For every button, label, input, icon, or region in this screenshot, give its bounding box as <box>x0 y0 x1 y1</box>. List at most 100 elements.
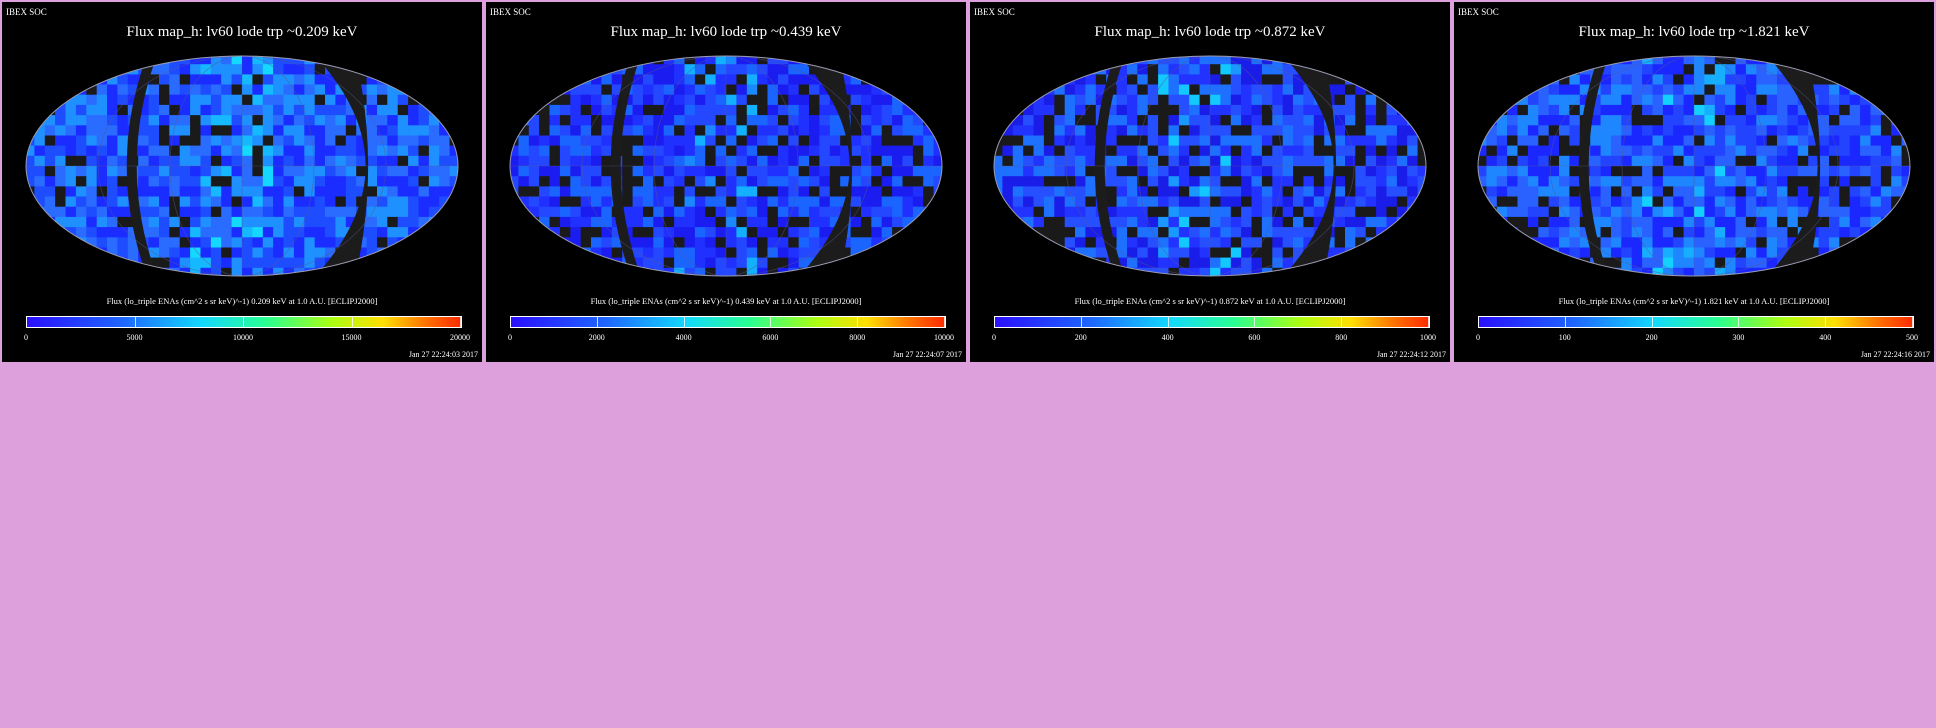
map-pixel <box>632 145 644 157</box>
map-pixel <box>601 227 613 238</box>
map-pixel <box>1033 186 1045 197</box>
map-pixel <box>1334 216 1346 228</box>
map-pixel <box>428 257 440 269</box>
map-pixel <box>871 125 882 136</box>
map-pixel <box>819 94 831 106</box>
map-pixel <box>1251 94 1263 106</box>
map-pixel <box>684 227 696 238</box>
map-pixel <box>528 196 540 207</box>
map-pixel <box>912 104 924 116</box>
map-pixel <box>1417 94 1426 106</box>
map-pixel <box>439 176 450 187</box>
map-pixel <box>1407 125 1418 136</box>
map-pixel <box>1199 216 1211 228</box>
map-pixel <box>26 186 35 197</box>
map-pixel <box>1756 206 1767 218</box>
map-pixel <box>55 125 66 136</box>
map-pixel <box>169 216 180 228</box>
map-pixel <box>96 135 108 146</box>
map-pixel <box>705 257 716 269</box>
map-pixel <box>1137 135 1148 146</box>
map-pixel <box>428 237 440 248</box>
map-pixel <box>148 216 160 228</box>
map-pixel <box>798 94 810 106</box>
map-pixel <box>1241 247 1252 258</box>
map-pixel <box>366 196 378 207</box>
map-pixel <box>397 104 409 116</box>
map-pixel <box>1137 74 1148 85</box>
map-pixel <box>1334 186 1346 197</box>
map-pixel <box>190 135 201 146</box>
map-pixel <box>1137 186 1148 197</box>
map-pixel <box>549 176 561 187</box>
map-pixel <box>1147 206 1159 218</box>
map-pixel <box>1870 56 1882 65</box>
map-pixel <box>861 115 872 126</box>
map-pixel <box>117 74 129 85</box>
map-pixel <box>1376 84 1387 95</box>
map-pixel <box>262 247 274 258</box>
map-pixel <box>221 247 232 258</box>
map-pixel <box>1220 227 1232 238</box>
map-pixel <box>902 84 914 95</box>
panel-source-label: IBEX SOC <box>1458 7 1499 17</box>
map-pixel <box>643 237 654 248</box>
map-pixel <box>912 135 924 146</box>
graticule-meridian <box>1065 56 1355 276</box>
map-pixel <box>1787 84 1799 95</box>
map-pixel <box>767 74 779 85</box>
map-pixel <box>397 84 409 95</box>
map-pixel <box>159 145 170 157</box>
map-pixel <box>1496 155 1508 167</box>
map-pixel <box>1199 176 1211 187</box>
map-pixel <box>1033 227 1045 238</box>
map-pixel <box>1870 257 1882 269</box>
map-pixel <box>1478 94 1487 106</box>
map-pixel <box>715 237 727 248</box>
map-pixel <box>314 84 326 95</box>
map-pixel <box>757 227 768 238</box>
map-pixel <box>1538 166 1549 177</box>
map-pixel <box>539 56 550 65</box>
map-pixel <box>44 145 56 157</box>
map-pixel <box>262 56 274 65</box>
map-pixel <box>1396 196 1408 207</box>
map-pixel <box>1901 64 1910 75</box>
map-pixel <box>408 267 419 276</box>
map-pixel <box>439 84 450 95</box>
map-pixel <box>1158 104 1169 116</box>
map-pixel <box>1272 125 1283 136</box>
map-pixel <box>1600 135 1612 146</box>
map-pixel <box>902 145 914 157</box>
map-pixel <box>1829 74 1840 85</box>
map-pixel <box>871 227 882 238</box>
map-pixel <box>242 74 253 85</box>
map-pixel <box>1538 267 1549 276</box>
map-pixel <box>1569 166 1581 177</box>
map-pixel <box>1396 84 1408 95</box>
map-pixel <box>1127 94 1138 106</box>
map-pixel <box>304 155 315 167</box>
map-pixel <box>1241 257 1252 269</box>
map-pixel <box>674 267 685 276</box>
map-pixel <box>107 84 118 95</box>
map-pixel <box>549 125 561 136</box>
map-pixel <box>819 176 831 187</box>
map-pixel <box>148 186 160 197</box>
map-pixel <box>1002 196 1014 207</box>
map-pixel <box>1496 267 1508 276</box>
map-pixel <box>179 216 191 228</box>
map-pixel <box>1496 166 1508 177</box>
map-pixel <box>1033 247 1045 258</box>
map-pixel <box>1548 104 1560 116</box>
map-pixel <box>1043 64 1055 75</box>
map-pixel <box>1559 166 1570 177</box>
map-pixel <box>293 216 305 228</box>
map-pixel <box>1376 64 1387 75</box>
map-pixel <box>510 104 519 116</box>
panel-title: Flux map_h: lv60 lode trp ~0.209 keV <box>126 24 358 40</box>
map-pixel <box>1168 257 1180 269</box>
map-pixel <box>1033 135 1045 146</box>
map-pixel <box>1334 237 1346 248</box>
map-pixel <box>1137 56 1148 65</box>
